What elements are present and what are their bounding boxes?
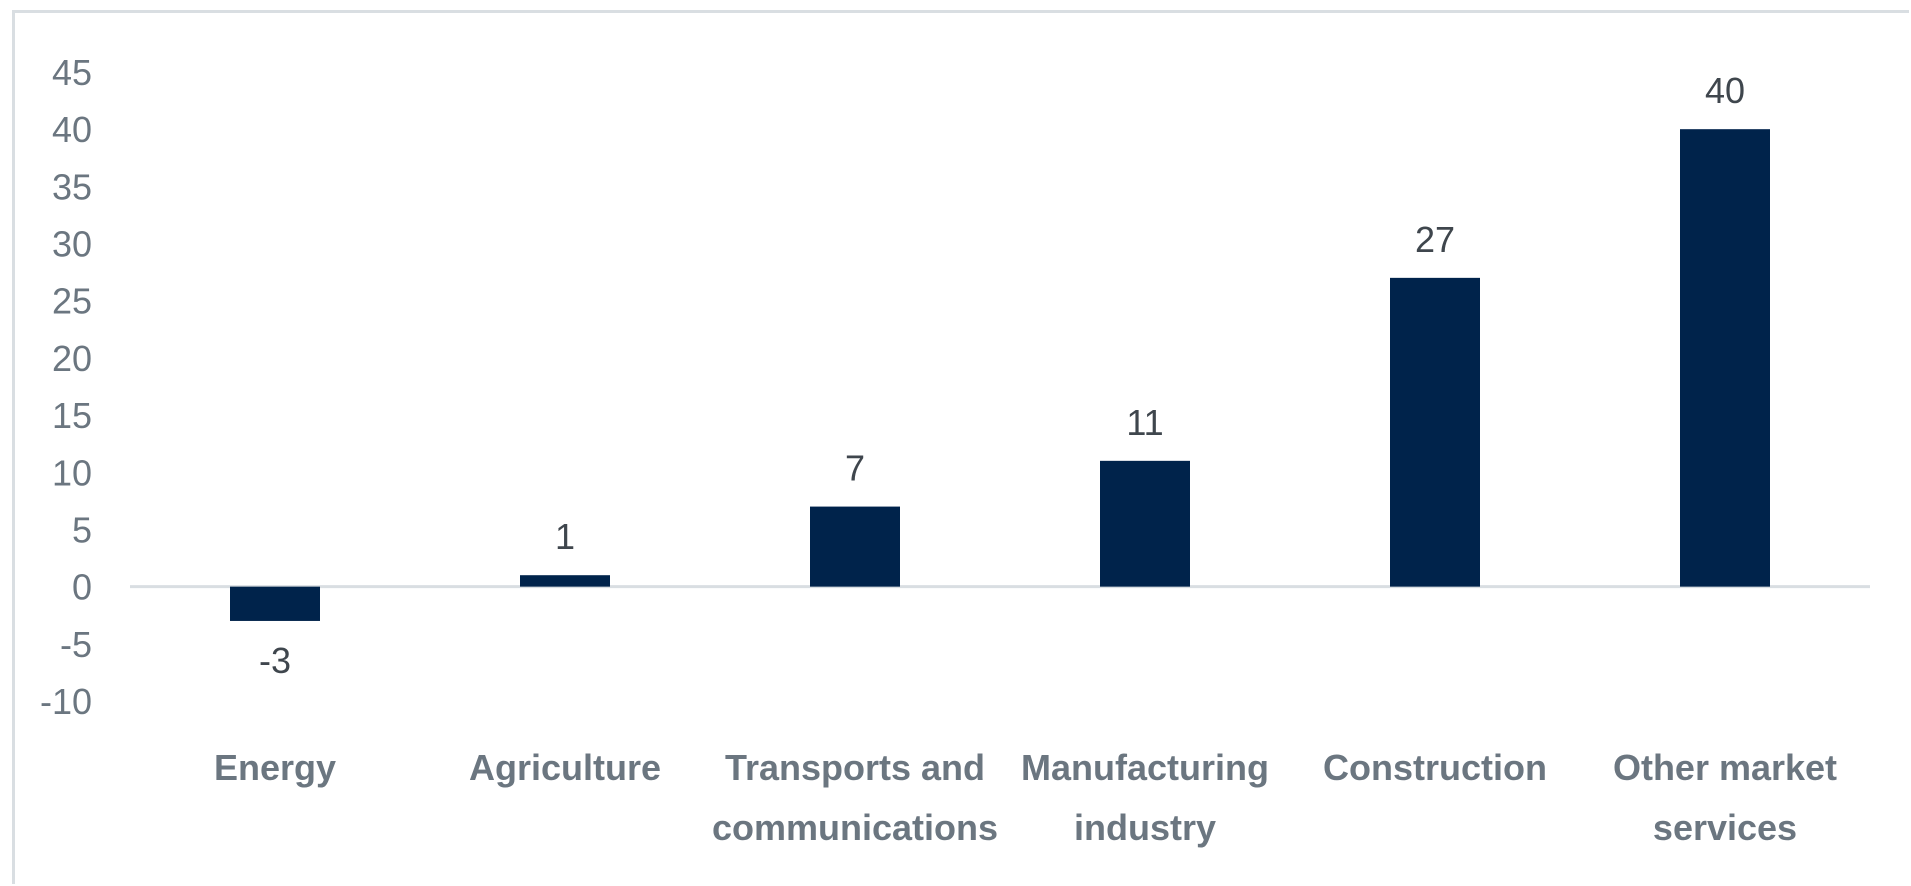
x-category-label: Agriculture bbox=[469, 747, 661, 788]
bar bbox=[810, 506, 900, 587]
y-axis-ticks: 45 40 35 30 25 20 15 10 5 0 -5 -10 bbox=[40, 52, 92, 722]
y-tick-label: 40 bbox=[52, 109, 92, 150]
bar bbox=[1680, 129, 1770, 587]
y-tick-label: 45 bbox=[52, 52, 92, 93]
x-category-label: services bbox=[1653, 807, 1797, 848]
x-category-label: Construction bbox=[1323, 747, 1547, 788]
x-axis-category-labels: Energy Agriculture Transports and communica… bbox=[214, 747, 1837, 848]
data-label: 1 bbox=[555, 516, 575, 557]
x-category-label: Energy bbox=[214, 747, 336, 788]
x-category-label: Manufacturing bbox=[1021, 747, 1269, 788]
x-category-label: industry bbox=[1074, 807, 1216, 848]
x-category-label: communications bbox=[712, 807, 998, 848]
bars bbox=[230, 129, 1770, 621]
y-tick-label: -5 bbox=[60, 624, 92, 665]
y-tick-label: 0 bbox=[72, 567, 92, 608]
x-category-label: Other market bbox=[1613, 747, 1837, 788]
y-tick-label: 30 bbox=[52, 224, 92, 265]
bar bbox=[1100, 460, 1190, 587]
bar bbox=[230, 586, 320, 621]
y-tick-label: 10 bbox=[52, 452, 92, 493]
chart-frame bbox=[12, 10, 1909, 884]
data-label: 40 bbox=[1705, 70, 1745, 111]
data-label: 27 bbox=[1415, 219, 1455, 260]
y-tick-label: 25 bbox=[52, 281, 92, 322]
y-tick-label: 5 bbox=[72, 509, 92, 550]
y-tick-label: -10 bbox=[40, 681, 92, 722]
x-category-label: Transports and bbox=[725, 747, 985, 788]
data-label: 7 bbox=[845, 448, 865, 489]
data-labels: -3 1 7 11 27 40 bbox=[259, 70, 1745, 681]
bar bbox=[1390, 277, 1480, 587]
y-tick-label: 35 bbox=[52, 166, 92, 207]
bar bbox=[520, 575, 610, 587]
y-tick-label: 20 bbox=[52, 338, 92, 379]
data-label: 11 bbox=[1126, 402, 1163, 443]
data-label: -3 bbox=[259, 640, 291, 681]
y-tick-label: 15 bbox=[52, 395, 92, 436]
